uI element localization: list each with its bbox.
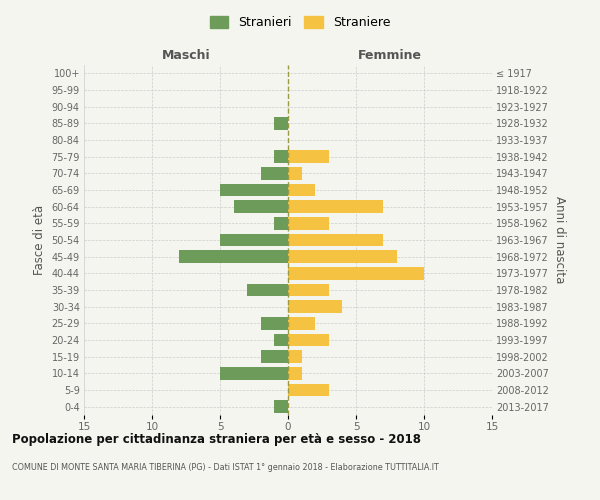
- Y-axis label: Fasce di età: Fasce di età: [33, 205, 46, 275]
- Bar: [288, 367, 302, 380]
- Bar: [220, 367, 288, 380]
- Bar: [288, 284, 329, 296]
- Bar: [288, 334, 329, 346]
- Bar: [288, 200, 383, 213]
- Bar: [288, 384, 329, 396]
- Bar: [288, 167, 302, 179]
- Bar: [288, 350, 302, 363]
- Bar: [288, 300, 343, 313]
- Bar: [288, 184, 315, 196]
- Bar: [274, 117, 288, 130]
- Text: Maschi: Maschi: [161, 48, 211, 62]
- Bar: [261, 317, 288, 330]
- Bar: [179, 250, 288, 263]
- Bar: [261, 350, 288, 363]
- Bar: [247, 284, 288, 296]
- Bar: [220, 234, 288, 246]
- Text: COMUNE DI MONTE SANTA MARIA TIBERINA (PG) - Dati ISTAT 1° gennaio 2018 - Elabora: COMUNE DI MONTE SANTA MARIA TIBERINA (PG…: [12, 462, 439, 471]
- Bar: [288, 150, 329, 163]
- Bar: [233, 200, 288, 213]
- Bar: [288, 217, 329, 230]
- Text: Popolazione per cittadinanza straniera per età e sesso - 2018: Popolazione per cittadinanza straniera p…: [12, 432, 421, 446]
- Bar: [220, 184, 288, 196]
- Bar: [288, 317, 315, 330]
- Bar: [288, 234, 383, 246]
- Bar: [288, 250, 397, 263]
- Legend: Stranieri, Straniere: Stranieri, Straniere: [205, 11, 395, 34]
- Bar: [274, 334, 288, 346]
- Bar: [261, 167, 288, 179]
- Text: Femmine: Femmine: [358, 48, 422, 62]
- Bar: [274, 217, 288, 230]
- Bar: [288, 267, 424, 280]
- Bar: [274, 400, 288, 413]
- Bar: [274, 150, 288, 163]
- Y-axis label: Anni di nascita: Anni di nascita: [553, 196, 566, 284]
